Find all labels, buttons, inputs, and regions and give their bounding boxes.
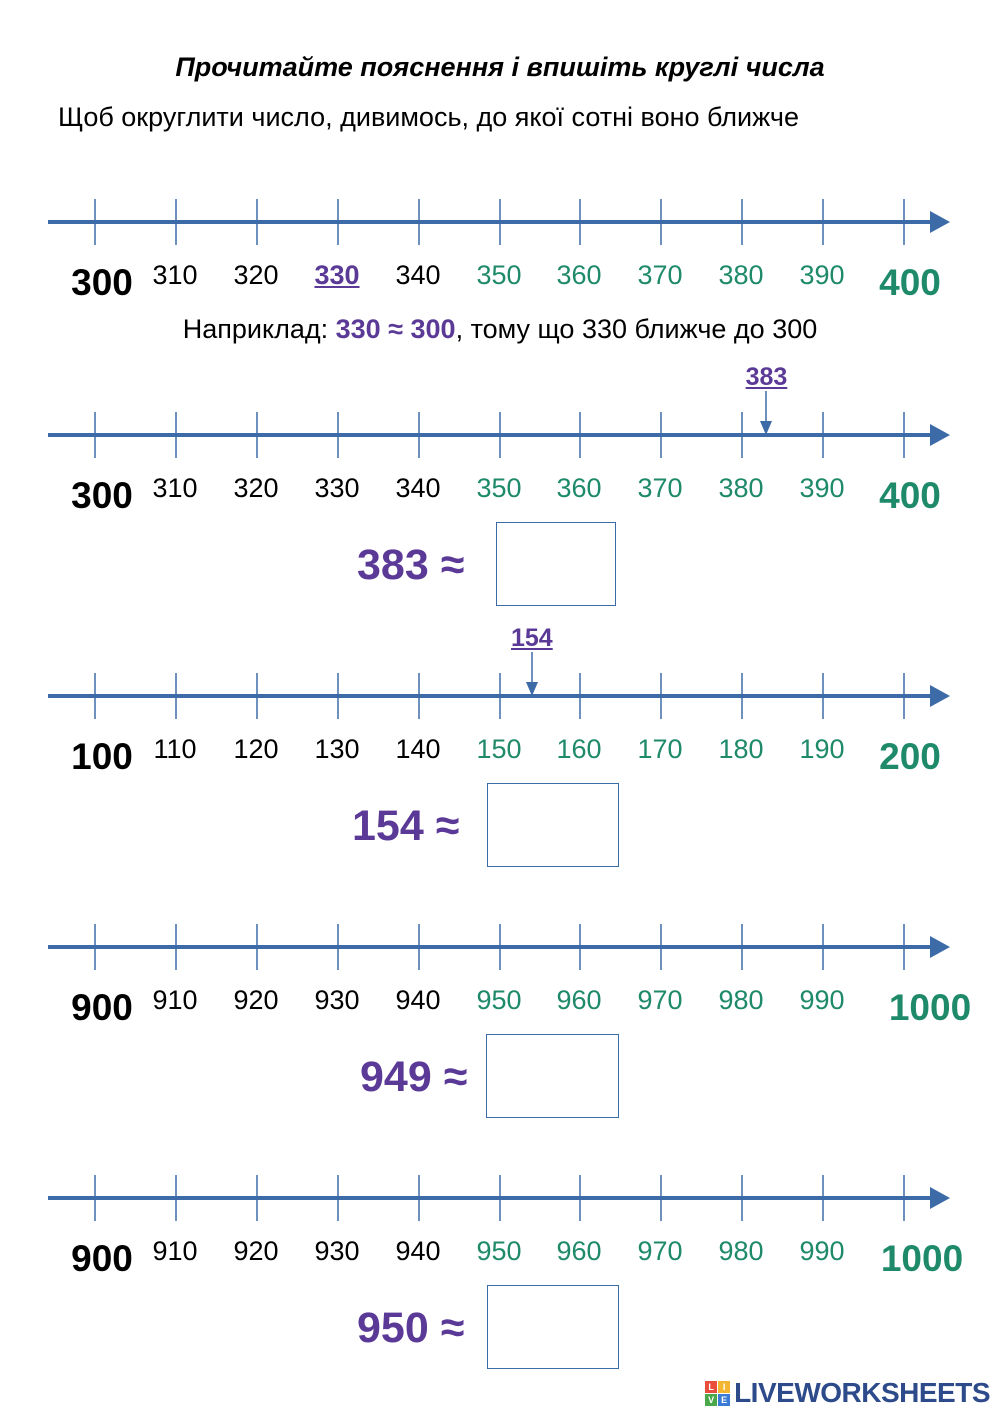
- number-line-label: 970: [637, 985, 683, 1015]
- number-line-axis: [48, 412, 950, 458]
- worksheet-title: Прочитайте пояснення і впишіть круглі чи…: [175, 52, 825, 82]
- answer-input-383[interactable]: [496, 522, 616, 606]
- number-line-label: 920: [233, 1236, 279, 1266]
- number-line-label: 320: [233, 473, 279, 503]
- number-line-900-a: 900 910 920 930 940 950 960 970 980 990 1000: [0, 924, 1000, 1047]
- number-line-label: 360: [556, 473, 602, 503]
- number-line-axis: [48, 924, 950, 970]
- marker-arrow-icon: [525, 652, 538, 696]
- number-line-label: 120: [233, 734, 279, 764]
- number-line-label: 950: [476, 985, 522, 1015]
- marker-value-label: 383: [745, 363, 788, 391]
- number-line-label: 970: [637, 1236, 683, 1266]
- number-line-label: 340: [395, 473, 441, 503]
- number-line-label: 190: [799, 734, 845, 764]
- example-highlight: 330 ≈ 300: [335, 314, 456, 344]
- number-line-axis: [48, 199, 950, 245]
- number-line-end: 400: [879, 475, 941, 516]
- number-line-label: 910: [152, 1236, 198, 1266]
- marker-value-label: 154: [511, 624, 553, 652]
- number-line-900-b: 900 910 920 930 940 950 960 970 980 990 1000: [0, 1175, 1000, 1298]
- logo-grid-icon: L I V E: [705, 1380, 731, 1406]
- number-line-label: 380: [718, 260, 764, 290]
- task-label-949: 949 ≈: [360, 1053, 468, 1101]
- number-line-label: 310: [152, 260, 198, 290]
- number-line-label: 930: [314, 985, 360, 1015]
- explanation-text: Щоб округлити число, дивимось, до якої с…: [58, 102, 799, 132]
- arrow-head-icon: [930, 211, 950, 233]
- number-line-label: 990: [799, 985, 845, 1015]
- number-line-label: 940: [395, 985, 441, 1015]
- number-line-label: 330: [314, 473, 360, 503]
- example-prefix: Наприклад:: [182, 314, 336, 344]
- number-line-label: 110: [153, 734, 197, 764]
- answer-input-154[interactable]: [487, 783, 619, 867]
- answer-input-949[interactable]: [486, 1034, 619, 1118]
- number-line-label: 180: [718, 734, 764, 764]
- number-line-label: 910: [152, 985, 198, 1015]
- number-line-start: 900: [71, 987, 133, 1028]
- number-line-label: 140: [395, 734, 441, 764]
- arrow-head-icon: [930, 685, 950, 707]
- number-line-end: 200: [879, 736, 941, 777]
- number-line-start: 100: [71, 736, 133, 777]
- number-line-label: 160: [556, 734, 602, 764]
- number-line-label: 390: [799, 473, 845, 503]
- task-label-154: 154 ≈: [352, 802, 460, 850]
- number-line-label: 350: [476, 473, 522, 503]
- number-line-label: 940: [395, 1236, 441, 1266]
- number-line-label: 960: [556, 1236, 602, 1266]
- number-line-end: 1000: [888, 987, 972, 1028]
- number-line-label: 330: [314, 260, 360, 290]
- marker-arrow-icon: [760, 391, 773, 435]
- number-line-label: 370: [637, 260, 683, 290]
- task-label-950: 950 ≈: [357, 1304, 465, 1352]
- number-line-start: 300: [71, 475, 133, 516]
- answer-input-950[interactable]: [487, 1285, 619, 1369]
- number-line-label: 130: [314, 734, 360, 764]
- number-line-label: 350: [476, 260, 522, 290]
- number-line-start: 900: [71, 1238, 133, 1279]
- number-line-label: 980: [718, 1236, 764, 1266]
- number-line-example: 300 310 320 330 340 350 360 370 380 390 400: [0, 199, 1000, 322]
- arrow-head-icon: [930, 424, 950, 446]
- example-text: Наприклад: 330 ≈ 300, тому що 330 ближче…: [0, 314, 1000, 345]
- brand-name: LIVEWORKSHEETS: [734, 1377, 990, 1408]
- number-line-axis: [48, 673, 950, 719]
- number-line-label: 360: [556, 260, 602, 290]
- number-line-label: 310: [152, 473, 198, 503]
- number-line-label: 170: [637, 734, 683, 764]
- arrow-head-icon: [930, 1187, 950, 1209]
- number-line-label: 950: [476, 1236, 522, 1266]
- number-line-label: 380: [718, 473, 764, 503]
- number-line-axis: [48, 1175, 950, 1221]
- number-line-start: 300: [71, 262, 133, 303]
- number-line-label: 320: [233, 260, 279, 290]
- number-line-end: 1000: [880, 1238, 964, 1279]
- number-line-label: 150: [476, 734, 522, 764]
- liveworksheets-logo: L I V E LIVEWORKSHEETS: [705, 1377, 990, 1408]
- number-line-154: 100 110 120 130 140 150 160 170 180 190 200 154: [0, 624, 1000, 796]
- number-line-label: 990: [799, 1236, 845, 1266]
- number-line-label: 930: [314, 1236, 360, 1266]
- number-line-label: 340: [395, 260, 441, 290]
- number-line-label: 370: [637, 473, 683, 503]
- number-line-383: 300 310 320 330 340 350 360 370 380 390 400 383: [0, 363, 1000, 535]
- number-line-end: 400: [879, 262, 941, 303]
- number-line-label: 920: [233, 985, 279, 1015]
- example-suffix: , тому що 330 ближче до 300: [455, 314, 818, 344]
- number-line-label: 980: [718, 985, 764, 1015]
- arrow-head-icon: [930, 936, 950, 958]
- number-line-label: 960: [556, 985, 602, 1015]
- task-label-383: 383 ≈: [357, 541, 465, 589]
- number-line-label: 390: [799, 260, 845, 290]
